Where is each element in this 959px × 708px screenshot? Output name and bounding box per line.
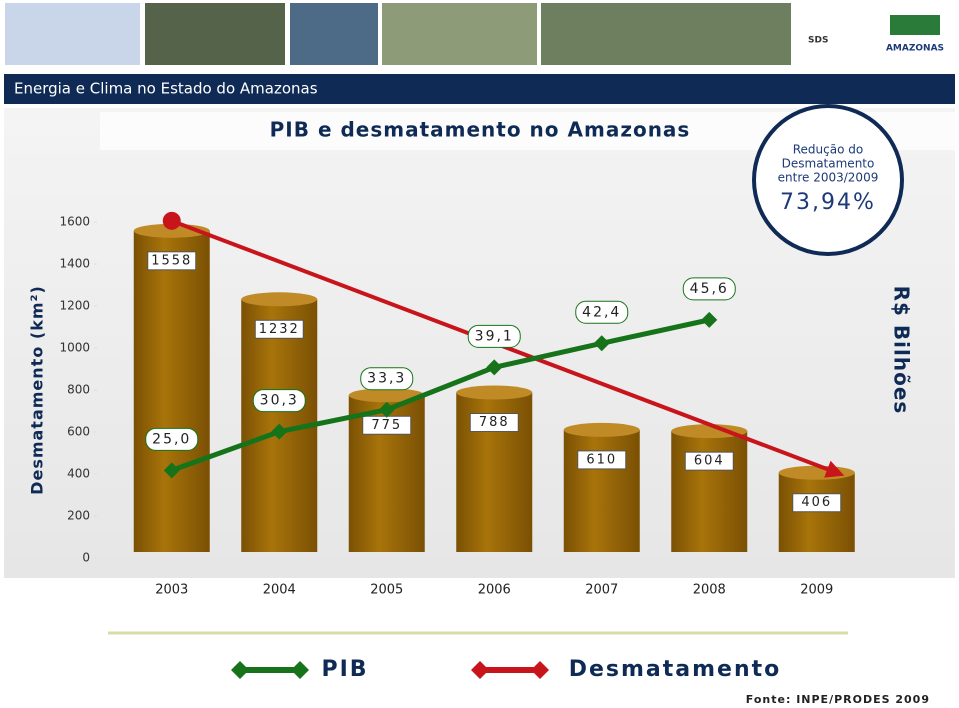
- bar-top: [563, 422, 640, 437]
- trend-head: [824, 460, 845, 478]
- y-axis-label: Desmatamento (km²): [28, 285, 47, 495]
- chart-title: PIB e desmatamento no Amazonas: [270, 118, 691, 142]
- y-tick-label: 200: [67, 509, 90, 523]
- label-box: [684, 451, 734, 471]
- callout-text: entre 2003/2009: [778, 171, 879, 185]
- callout-text: Redução do: [793, 143, 863, 157]
- y-tick-label: 400: [67, 467, 90, 481]
- legend-label: PIB: [321, 657, 368, 682]
- logo-flag: [890, 15, 940, 35]
- point: [593, 335, 610, 352]
- bar-label: 775: [371, 418, 402, 433]
- line: [170, 317, 710, 473]
- label-box: [575, 300, 629, 324]
- header-bar: [4, 74, 955, 104]
- legend-marker: [531, 661, 549, 679]
- photo: [145, 3, 285, 65]
- y-tick-label: 1200: [59, 299, 90, 313]
- legend-label: Desmatamento: [569, 657, 782, 682]
- photo: [290, 3, 378, 65]
- x-tick-label: 2006: [478, 583, 511, 598]
- bar-top: [456, 385, 533, 400]
- bar-top: [348, 388, 425, 403]
- point-label: 42,4: [582, 304, 621, 320]
- point: [163, 462, 180, 479]
- point-label: 30,3: [260, 393, 299, 409]
- bar-label: 406: [801, 495, 832, 510]
- bar: [563, 429, 640, 552]
- label-box: [360, 367, 414, 391]
- label-box: [682, 277, 736, 301]
- photo: [5, 3, 140, 65]
- label-box: [467, 324, 521, 348]
- callout-text: Desmatamento: [782, 157, 875, 171]
- callout-value: 73,94%: [780, 190, 876, 215]
- y-tick-label: 600: [67, 425, 90, 439]
- x-tick-label: 2005: [370, 583, 403, 598]
- x-tick-label: 2009: [800, 583, 833, 598]
- point: [701, 311, 718, 328]
- label-box: [792, 493, 842, 513]
- photo: [541, 3, 791, 65]
- point: [486, 359, 503, 376]
- y-tick-label: 0: [82, 551, 90, 565]
- y-tick-label: 1600: [59, 215, 90, 229]
- bar-top: [241, 292, 318, 307]
- y-tick-label: 1400: [59, 257, 90, 271]
- label-box: [469, 413, 519, 433]
- x-tick-label: 2003: [155, 583, 188, 598]
- x-tick-label: 2008: [693, 583, 726, 598]
- bar: [671, 431, 748, 552]
- source: Fonte: INPE/PRODES 2009: [746, 693, 930, 706]
- bar-top: [671, 424, 748, 439]
- bar-label: 604: [694, 454, 725, 469]
- y-tick-label: 1000: [59, 341, 90, 355]
- callout: [756, 108, 900, 252]
- label-box: [252, 389, 306, 413]
- point-label: 33,3: [367, 371, 406, 387]
- point: [271, 423, 288, 440]
- photo: [382, 3, 537, 65]
- trend-start: [162, 211, 181, 230]
- label-box: [577, 450, 627, 470]
- logo-text: AMAZONAS: [886, 44, 944, 54]
- legend-marker: [291, 661, 309, 679]
- label-box: [145, 427, 199, 451]
- bar-label: 788: [479, 415, 510, 430]
- header-title: Energia e Clima no Estado do Amazonas: [14, 80, 318, 98]
- bar-label: 610: [586, 452, 617, 467]
- bar-label: 1558: [151, 253, 192, 268]
- point-label: 25,0: [152, 431, 191, 447]
- point-label: 45,6: [690, 281, 729, 297]
- bar: [778, 472, 855, 552]
- x-tick-label: 2004: [263, 583, 296, 598]
- point: [378, 401, 395, 418]
- legend-marker: [471, 661, 489, 679]
- bar: [133, 230, 210, 552]
- x-tick-label: 2007: [585, 583, 618, 598]
- bar-top: [778, 465, 855, 480]
- point-label: 39,1: [475, 328, 514, 344]
- label-box: [254, 319, 304, 339]
- y-tick-label: 800: [67, 383, 90, 397]
- bar-label: 1232: [259, 322, 300, 337]
- y2-axis-label: R$ Bilhões: [890, 286, 914, 415]
- label-box: [147, 251, 197, 271]
- legend-marker: [231, 661, 249, 679]
- logo-text: SDS: [808, 36, 828, 46]
